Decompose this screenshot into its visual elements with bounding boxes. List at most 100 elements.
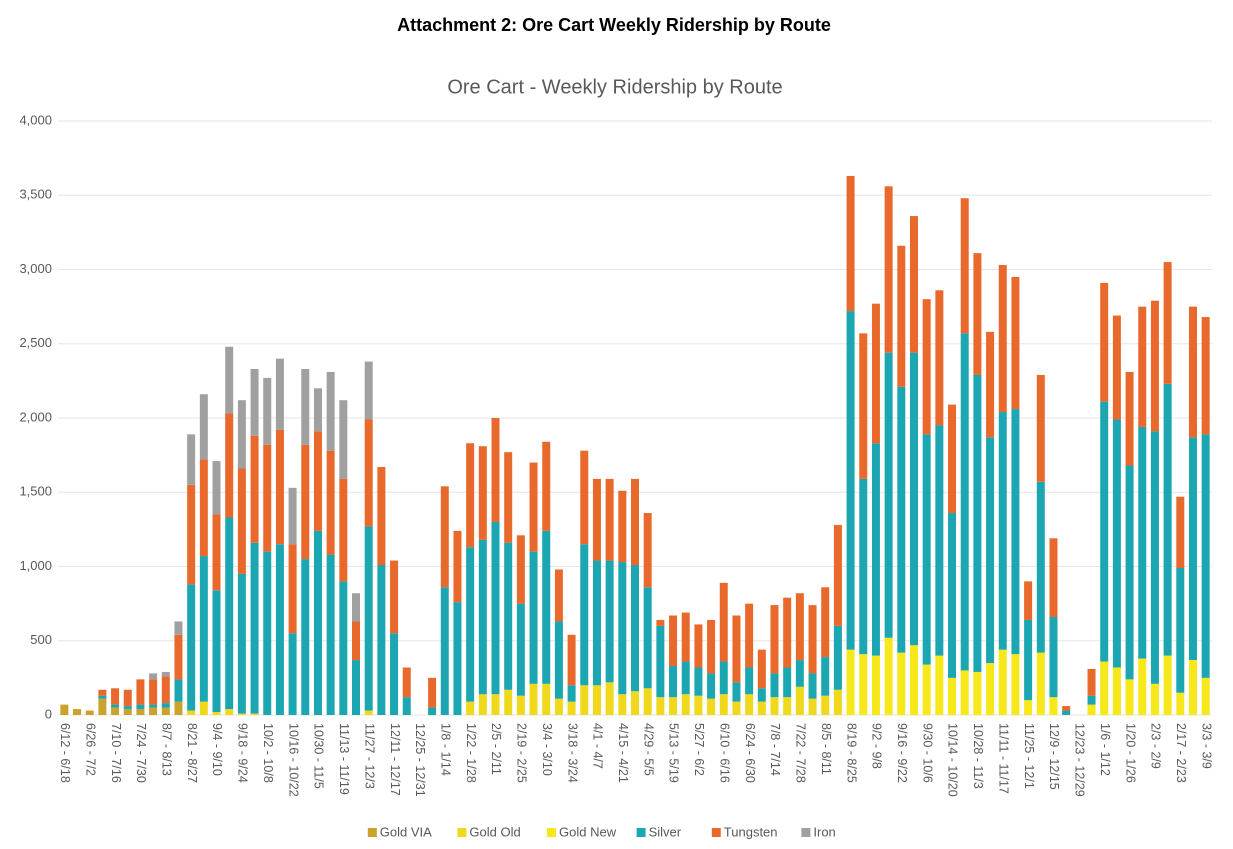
x-tick-label: 2/5 - 2/11 bbox=[489, 723, 503, 775]
bar-segment bbox=[364, 710, 373, 715]
bar-segment bbox=[339, 478, 348, 582]
legend-swatch bbox=[711, 828, 721, 837]
bar-segment bbox=[948, 404, 957, 514]
x-tick-label: 8/21 - 8/27 bbox=[185, 723, 199, 783]
bar-segment bbox=[237, 400, 246, 469]
x-tick-label: 10/16 - 10/22 bbox=[286, 723, 300, 797]
legend-label: Gold Old bbox=[469, 824, 520, 839]
bar-segment bbox=[935, 425, 944, 656]
bar-segment bbox=[301, 368, 310, 445]
bar-segment bbox=[377, 565, 386, 715]
bar-segment bbox=[199, 701, 208, 715]
legend-label: Gold New bbox=[559, 824, 617, 839]
bar-segment bbox=[263, 377, 272, 445]
bar-segment bbox=[352, 593, 361, 622]
bar-segment bbox=[909, 352, 918, 646]
bar-segment bbox=[149, 704, 158, 708]
bar-segment bbox=[973, 253, 982, 375]
bar-segment bbox=[542, 441, 551, 531]
bar-segment bbox=[605, 478, 614, 561]
bar-segment bbox=[998, 265, 1007, 413]
bar-segment bbox=[301, 559, 310, 715]
bar-segment bbox=[795, 660, 804, 687]
bar-segment bbox=[935, 290, 944, 426]
bar-segment bbox=[909, 216, 918, 353]
x-tick-label: 12/9 - 12/15 bbox=[1047, 723, 1061, 790]
bar-segment bbox=[60, 704, 69, 715]
bar-segment bbox=[922, 299, 931, 435]
bar-segment bbox=[719, 661, 728, 695]
x-tick-label: 4/1 - 4/7 bbox=[591, 723, 605, 769]
bar-segment bbox=[783, 667, 792, 698]
bar-segment bbox=[1163, 655, 1172, 715]
bar-segment bbox=[1163, 262, 1172, 384]
bar-segment bbox=[1024, 581, 1033, 620]
bar-segment bbox=[1036, 374, 1045, 482]
bar-segment bbox=[504, 542, 513, 690]
bar-segment bbox=[669, 615, 678, 666]
y-tick-label: 2,000 bbox=[19, 409, 52, 424]
bar-segment bbox=[580, 450, 589, 545]
bar-segment bbox=[1201, 677, 1210, 715]
legend-swatch bbox=[636, 828, 646, 837]
bar-segment bbox=[98, 695, 107, 699]
bar-segment bbox=[1036, 652, 1045, 715]
bar-segment bbox=[922, 434, 931, 665]
bar-segment bbox=[402, 697, 411, 715]
x-tick-label: 12/25 - 12/31 bbox=[413, 723, 427, 797]
bar-segment bbox=[275, 544, 284, 715]
bar-segment bbox=[136, 709, 145, 715]
bar-segment bbox=[986, 437, 995, 664]
bar-segment bbox=[833, 524, 842, 626]
x-tick-label: 8/7 - 8/13 bbox=[159, 723, 173, 776]
bar-segment bbox=[212, 461, 221, 515]
bar-segment bbox=[669, 665, 678, 698]
bar-segment bbox=[199, 394, 208, 460]
bar-segment bbox=[592, 685, 601, 715]
bar-segment bbox=[123, 709, 132, 715]
bar-segment bbox=[770, 605, 779, 674]
bar-segment bbox=[846, 175, 855, 312]
bar-segment bbox=[85, 710, 94, 715]
x-tick-label: 10/30 - 11/5 bbox=[312, 723, 326, 789]
bar-segment bbox=[1150, 431, 1159, 684]
bar-segment bbox=[1125, 371, 1134, 466]
bar-segment bbox=[909, 645, 918, 715]
bar-segment bbox=[846, 311, 855, 650]
bar-segment bbox=[149, 679, 158, 705]
bar-segment bbox=[643, 513, 652, 588]
bar-segment bbox=[428, 707, 437, 715]
y-tick-label: 2,500 bbox=[19, 335, 52, 350]
x-tick-label: 9/18 - 9/24 bbox=[236, 723, 250, 783]
bar-segment bbox=[339, 581, 348, 715]
x-tick-label: 2/3 - 2/9 bbox=[1149, 723, 1163, 769]
y-tick-label: 3,000 bbox=[19, 261, 52, 276]
legend-label: Silver bbox=[649, 824, 682, 839]
bar-segment bbox=[225, 517, 234, 710]
bar-segment bbox=[111, 688, 120, 705]
bar-segment bbox=[973, 374, 982, 672]
bar-segment bbox=[783, 697, 792, 715]
bar-segment bbox=[313, 431, 322, 531]
bar-segment bbox=[98, 689, 107, 696]
x-tick-label: 6/10 - 6/16 bbox=[717, 723, 731, 783]
bar-segment bbox=[174, 679, 183, 702]
bar-segment bbox=[618, 490, 627, 563]
bar-segment bbox=[605, 560, 614, 683]
bar-segment bbox=[681, 661, 690, 695]
x-tick-label: 3/18 - 3/24 bbox=[565, 723, 579, 783]
bar-segment bbox=[1062, 706, 1071, 711]
x-tick-label: 4/15 - 4/21 bbox=[616, 723, 630, 783]
bar-segment bbox=[808, 605, 817, 674]
bar-segment bbox=[1011, 409, 1020, 655]
bar-segment bbox=[237, 468, 246, 574]
x-tick-label: 10/2 - 10/8 bbox=[261, 723, 275, 783]
bar-segment bbox=[871, 443, 880, 656]
bar-segment bbox=[719, 582, 728, 662]
x-tick-label: 5/13 - 5/19 bbox=[667, 723, 681, 783]
bar-segment bbox=[1011, 276, 1020, 410]
bar-segment bbox=[275, 429, 284, 545]
bar-segment bbox=[732, 682, 741, 702]
bar-segment bbox=[98, 698, 107, 715]
